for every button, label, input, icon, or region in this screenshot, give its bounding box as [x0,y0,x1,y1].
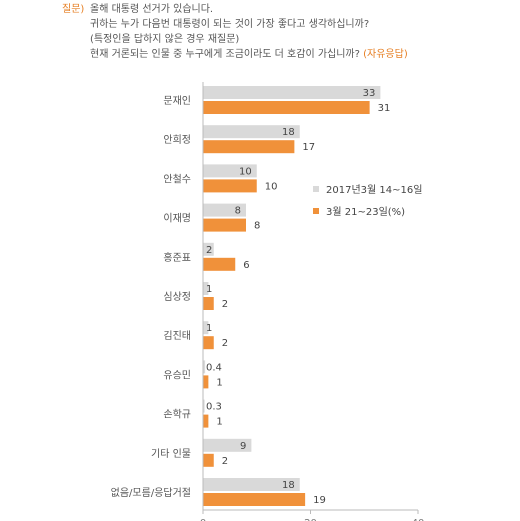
bar-curr [203,140,295,154]
data-label: 2 [222,338,228,349]
bar-curr [203,101,370,114]
question-tag: 질문) [62,4,85,15]
bar-prev [203,282,209,295]
category-label: 손학규 [163,409,191,421]
bar-curr [203,179,257,193]
x-tick-label: 20 [304,518,317,521]
bar-curr [203,218,246,232]
x-tick-label: 40 [412,518,425,521]
bar-curr [203,297,214,310]
data-label: 1 [216,417,222,428]
data-label: 2 [222,456,228,467]
legend-label: 2017년3월 14~16일 [326,184,422,196]
data-label: 19 [313,495,326,506]
data-label: 10 [265,181,278,192]
category-label: 김진태 [163,330,191,342]
data-label: 8 [235,206,241,217]
data-label: 0.3 [206,402,222,413]
data-label: 0.4 [206,362,222,373]
data-label: 1 [216,377,222,388]
data-label: 6 [243,260,249,271]
bar-curr [203,375,209,389]
bar-curr [203,336,214,350]
data-label: 2 [206,245,212,256]
data-label: 10 [239,166,252,177]
category-label: 유승민 [163,369,191,381]
bar-curr [203,414,209,428]
question-line-3: (특정인을 답하지 않은 경우 재질문) [90,34,240,45]
data-label: 33 [363,88,376,99]
data-label: 31 [378,103,391,114]
bar-prev [203,399,205,413]
bar-prev [203,203,246,217]
legend-label: 3월 21~23일(%) [326,206,405,218]
bar-prev [203,86,381,99]
bar-prev [203,438,252,452]
bar-prev [203,125,300,139]
bar-curr [203,453,214,467]
question-line-1: 올해 대통령 선거가 있습니다. [90,4,214,15]
question-lines: 올해 대통령 선거가 있습니다. 귀하는 누가 다음번 대통령이 되는 것이 가… [90,2,408,62]
category-label: 없음/모름/응답거절 [111,486,191,499]
data-label: 18 [282,127,295,138]
category-label: 문재인 [163,95,191,107]
bar-prev [203,321,209,335]
category-label: 안철수 [163,173,191,185]
data-label: 9 [240,441,246,452]
x-tick-label: 0 [200,518,206,521]
question-line-4: 현재 거론되는 인물 중 누구에게 조금이라도 더 호감이 가십니까? (자유응… [90,47,408,62]
data-label: 8 [254,221,260,232]
question-line-4-text: 현재 거론되는 인물 중 누구에게 조금이라도 더 호감이 가십니까? [90,49,360,60]
legend-swatch [313,186,319,192]
question-line-2: 귀하는 누가 다음번 대통령이 되는 것이 가장 좋다고 생각하십니까? [90,19,370,30]
bar-prev [203,242,214,256]
question-hint: (자유응답) [363,49,408,60]
category-label: 이재명 [163,213,191,225]
data-label: 2 [222,299,228,310]
data-label: 18 [282,480,295,491]
bar-prev [203,478,300,491]
data-label: 17 [302,142,315,153]
category-label: 홍준표 [163,251,191,264]
bar-curr [203,493,306,506]
category-label: 안희정 [163,134,191,146]
data-label: 1 [206,284,212,295]
bar-prev [203,360,206,374]
bar-prev [203,164,257,178]
legend-swatch [313,208,319,214]
bar-curr [203,257,236,271]
category-label: 기타 인물 [151,448,191,460]
category-label: 심상정 [163,291,191,303]
data-label: 1 [206,323,212,334]
